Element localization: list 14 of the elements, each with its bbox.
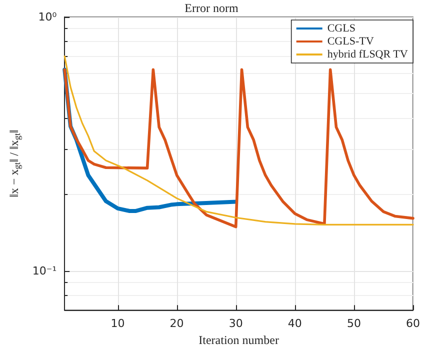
legend-label: CGLS-TV <box>327 36 374 48</box>
x-tick-label: 60 <box>406 317 420 330</box>
x-tick-label: 20 <box>170 317 184 330</box>
y-axis-title: ‖x − xgt‖ / ‖xgt‖ <box>7 130 22 198</box>
y-tick-label: 10⁻¹ <box>32 264 57 278</box>
x-axis-title: Iteration number <box>198 333 279 347</box>
y-tick-label: 10⁰ <box>38 10 58 24</box>
x-tick-label: 30 <box>228 317 243 330</box>
chart-title: Error norm <box>184 1 239 15</box>
legend-label: CGLS <box>327 22 356 34</box>
legend-label: hybrid fLSQR TV <box>327 48 408 60</box>
x-tick-label: 10 <box>110 317 125 330</box>
x-tick-label: 40 <box>288 317 302 330</box>
x-tick-label: 50 <box>346 317 361 330</box>
